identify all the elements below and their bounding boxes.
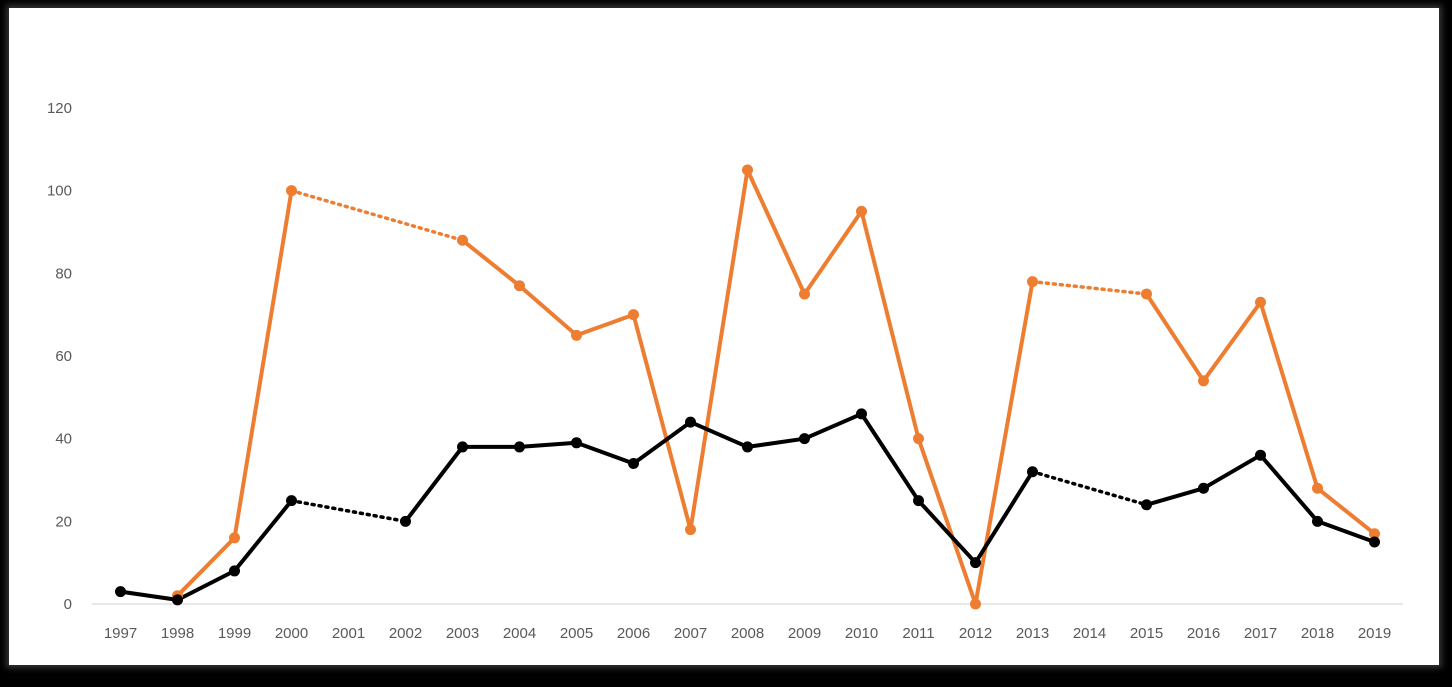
data-point-marker [1255,296,1266,308]
x-tick-label: 2002 [389,625,422,642]
data-point-marker [856,205,867,217]
data-point-marker [1255,449,1266,461]
data-point-marker [1369,536,1380,548]
x-tick-label: 2005 [560,625,593,642]
x-tick-label: 2016 [1187,625,1220,642]
x-tick-label: 2001 [332,625,365,642]
series-line-segment [460,168,1035,606]
data-point-marker [1198,482,1209,494]
x-tick-label: 2019 [1358,625,1391,642]
x-tick-label: 2000 [275,625,308,642]
series-line-segment [1144,292,1377,536]
data-point-marker [742,441,753,453]
x-tick-label: 2009 [788,625,821,642]
data-point-marker [571,329,582,341]
x-tick-label: 2006 [617,625,650,642]
y-tick-label: 20 [55,513,72,530]
data-point-marker [1141,499,1152,511]
data-point-marker [286,185,297,197]
data-point-marker [457,441,468,453]
series-line-segment [1144,453,1377,544]
series-gap-dotted-line [1030,279,1149,296]
data-point-marker [628,309,639,321]
x-tick-label: 1998 [161,625,194,642]
data-point-marker [970,598,981,610]
series-markers [115,164,1380,610]
y-tick-label: 60 [55,348,72,365]
data-point-marker [1312,482,1323,494]
data-point-marker [799,433,810,445]
series-line-segment [403,411,1035,565]
data-point-marker [400,515,411,527]
data-point-marker [1198,375,1209,387]
data-point-marker [1141,288,1152,300]
data-point-marker [514,441,525,453]
x-tick-label: 1997 [104,625,137,642]
y-tick-label: 120 [47,100,72,117]
data-point-marker [286,495,297,507]
x-tick-label: 2018 [1301,625,1334,642]
series-gap-dotted-line [289,498,408,524]
data-point-marker [172,594,183,606]
data-point-marker [229,565,240,577]
data-point-marker [457,234,468,246]
x-tick-label: 2011 [902,625,934,642]
x-tick-label: 2017 [1244,625,1277,642]
x-tick-label: 2003 [446,625,479,642]
data-point-marker [913,433,924,445]
data-point-marker [1027,276,1038,288]
data-point-marker [1369,528,1380,540]
data-point-marker [856,408,867,420]
data-point-marker [628,457,639,469]
data-point-marker [913,495,924,507]
axes: 0 20 40 60 80 100 120 1997 1998 1999 2000 2001 2002 2… [47,100,1403,642]
series-gap-dotted-line [1030,469,1149,507]
x-tick-label: 2013 [1016,625,1049,642]
data-point-marker [115,586,126,598]
y-tick-label: 0 [64,596,72,613]
data-point-marker [571,437,582,449]
x-tick-label: 2010 [845,625,878,642]
data-point-marker [742,164,753,176]
data-point-marker [1027,466,1038,478]
x-tick-label: 1999 [218,625,251,642]
data-point-marker [514,280,525,292]
data-point-marker [685,524,696,536]
data-point-marker [229,532,240,544]
series-line-segment [118,498,294,602]
data-point-marker [685,416,696,428]
series-gap-dotted-line [289,188,465,243]
y-tick-label: 80 [55,265,72,282]
data-point-marker [970,557,981,569]
series-lines [118,168,1377,606]
y-tick-label: 40 [55,431,72,448]
x-tick-label: 2014 [1073,625,1106,642]
x-tick-label: 2007 [674,625,707,642]
data-point-marker [1312,515,1323,527]
x-tick-label: 2012 [959,625,992,642]
x-tick-label: 2004 [503,625,536,642]
x-tick-label: 2015 [1130,625,1163,642]
data-point-marker [799,288,810,300]
y-tick-label: 100 [47,183,72,200]
x-tick-label: 2008 [731,625,764,642]
